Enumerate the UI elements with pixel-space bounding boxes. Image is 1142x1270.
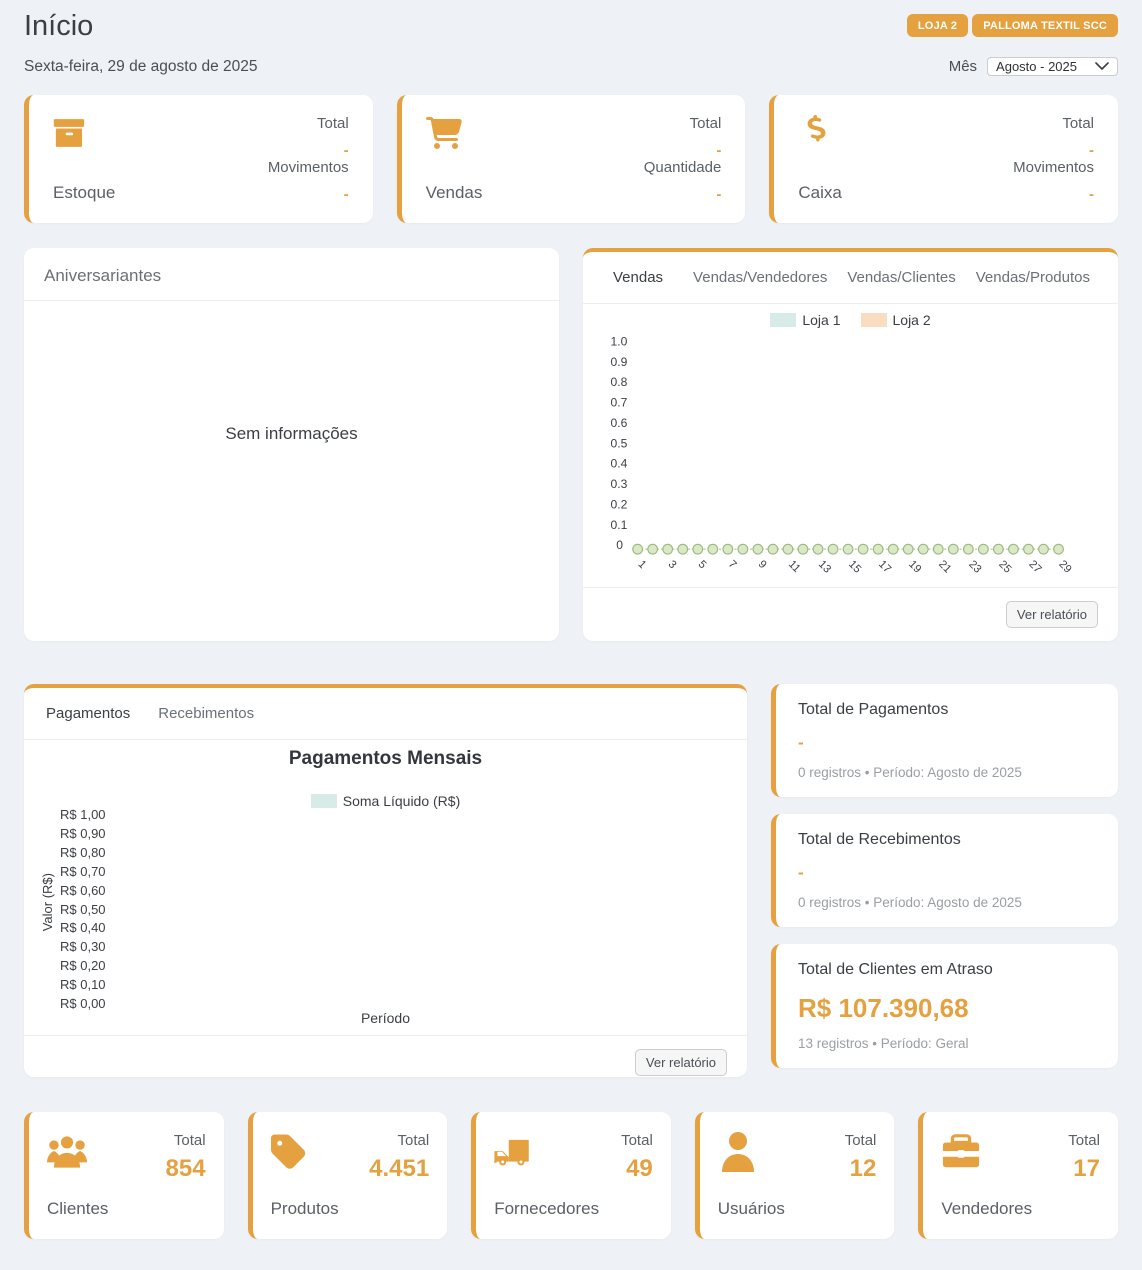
svg-text:0: 0 — [616, 538, 623, 552]
svg-text:9: 9 — [756, 558, 769, 571]
svg-text:7: 7 — [726, 558, 739, 571]
svg-text:3: 3 — [666, 558, 679, 571]
svg-text:29: 29 — [1056, 558, 1073, 575]
svg-text:0.4: 0.4 — [610, 457, 627, 471]
svg-text:27: 27 — [1026, 558, 1043, 575]
svg-text:11: 11 — [786, 558, 803, 575]
svg-text:5: 5 — [696, 558, 709, 571]
svg-text:15: 15 — [846, 558, 863, 575]
svg-text:25: 25 — [996, 558, 1013, 575]
svg-text:0.1: 0.1 — [610, 518, 627, 532]
svg-text:0.6: 0.6 — [610, 416, 627, 430]
svg-text:0.7: 0.7 — [610, 396, 627, 410]
svg-text:0.2: 0.2 — [610, 497, 627, 511]
svg-text:17: 17 — [876, 558, 893, 575]
svg-text:23: 23 — [966, 558, 983, 575]
svg-text:1: 1 — [636, 558, 649, 571]
svg-text:0.3: 0.3 — [610, 477, 627, 491]
svg-text:0.8: 0.8 — [610, 375, 627, 389]
svg-text:1.0: 1.0 — [610, 335, 627, 349]
svg-text:13: 13 — [816, 558, 833, 575]
svg-text:21: 21 — [936, 558, 953, 575]
svg-text:19: 19 — [906, 558, 923, 575]
svg-text:0.5: 0.5 — [610, 436, 627, 450]
svg-text:0.9: 0.9 — [610, 355, 627, 369]
